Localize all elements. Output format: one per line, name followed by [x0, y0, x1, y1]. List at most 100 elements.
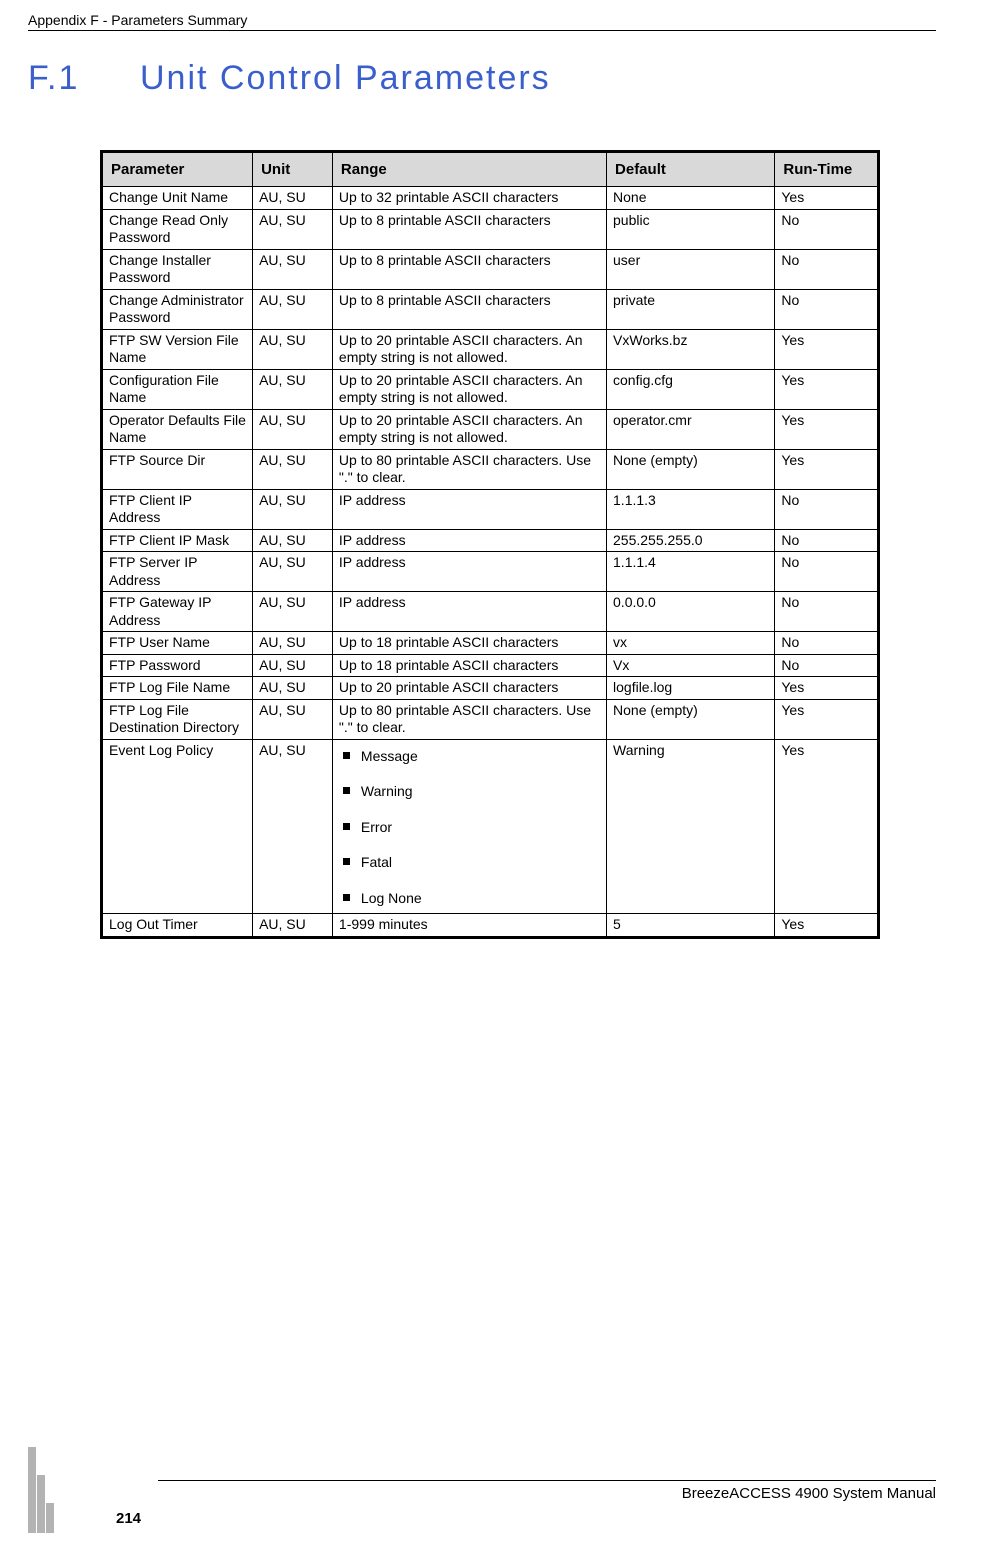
- cell-unit: AU, SU: [253, 449, 333, 489]
- cell-parameter: FTP Client IP Mask: [102, 529, 253, 552]
- range-option: Error: [361, 819, 600, 837]
- cell-parameter: Change Installer Password: [102, 249, 253, 289]
- section-title-text: Unit Control Parameters: [140, 59, 551, 97]
- table-header-row: Parameter Unit Range Default Run-Time: [102, 152, 879, 187]
- range-option: Message: [361, 748, 600, 766]
- footer-bars-icon: [28, 1447, 54, 1533]
- cell-default: private: [607, 289, 775, 329]
- cell-parameter: FTP SW Version File Name: [102, 329, 253, 369]
- cell-runtime: No: [775, 592, 879, 632]
- table-row: Change Read Only PasswordAU, SUUp to 8 p…: [102, 209, 879, 249]
- cell-range: 1-999 minutes: [332, 914, 606, 938]
- table-row: Change Unit NameAU, SUUp to 32 printable…: [102, 187, 879, 210]
- range-option-list: MessageWarningErrorFatalLog None: [339, 742, 600, 912]
- cell-default: VxWorks.bz: [607, 329, 775, 369]
- section-heading: F.1Unit Control Parameters: [28, 59, 936, 98]
- cell-parameter: Change Unit Name: [102, 187, 253, 210]
- header-appendix: Appendix F - Parameters Summary: [28, 12, 936, 28]
- cell-parameter: FTP Server IP Address: [102, 552, 253, 592]
- col-header-range: Range: [332, 152, 606, 187]
- table-row: Change Installer PasswordAU, SUUp to 8 p…: [102, 249, 879, 289]
- cell-range: IP address: [332, 592, 606, 632]
- cell-runtime: No: [775, 632, 879, 655]
- cell-range: Up to 20 printable ASCII characters: [332, 677, 606, 700]
- cell-unit: AU, SU: [253, 654, 333, 677]
- table-row: FTP Client IP MaskAU, SUIP address255.25…: [102, 529, 879, 552]
- cell-parameter: FTP Source Dir: [102, 449, 253, 489]
- cell-parameter: FTP User Name: [102, 632, 253, 655]
- cell-default: vx: [607, 632, 775, 655]
- table-row: Log Out TimerAU, SU1-999 minutes5Yes: [102, 914, 879, 938]
- cell-range: Up to 8 printable ASCII characters: [332, 289, 606, 329]
- cell-default: config.cfg: [607, 369, 775, 409]
- cell-runtime: No: [775, 249, 879, 289]
- cell-range: Up to 8 printable ASCII characters: [332, 249, 606, 289]
- cell-range: Up to 80 printable ASCII characters. Use…: [332, 449, 606, 489]
- table-row: Event Log PolicyAU, SUMessageWarningErro…: [102, 739, 879, 914]
- cell-runtime: Yes: [775, 369, 879, 409]
- cell-unit: AU, SU: [253, 409, 333, 449]
- table-row: FTP Server IP AddressAU, SUIP address1.1…: [102, 552, 879, 592]
- cell-range: Up to 8 printable ASCII characters: [332, 209, 606, 249]
- cell-runtime: Yes: [775, 914, 879, 938]
- cell-default: public: [607, 209, 775, 249]
- cell-default: 0.0.0.0: [607, 592, 775, 632]
- footer-manual-name: BreezeACCESS 4900 System Manual: [28, 1485, 936, 1502]
- cell-range: IP address: [332, 489, 606, 529]
- footer-rule: [158, 1480, 936, 1481]
- cell-parameter: Event Log Policy: [102, 739, 253, 914]
- cell-parameter: Change Administrator Password: [102, 289, 253, 329]
- cell-default: None: [607, 187, 775, 210]
- table-row: Change Administrator PasswordAU, SUUp to…: [102, 289, 879, 329]
- cell-runtime: Yes: [775, 677, 879, 700]
- cell-parameter: Configuration File Name: [102, 369, 253, 409]
- header-rule: [28, 30, 936, 31]
- col-header-unit: Unit: [253, 152, 333, 187]
- cell-default: logfile.log: [607, 677, 775, 700]
- table-row: FTP PasswordAU, SUUp to 18 printable ASC…: [102, 654, 879, 677]
- cell-parameter: FTP Password: [102, 654, 253, 677]
- cell-runtime: No: [775, 654, 879, 677]
- cell-unit: AU, SU: [253, 552, 333, 592]
- col-header-runtime: Run-Time: [775, 152, 879, 187]
- col-header-parameter: Parameter: [102, 152, 253, 187]
- cell-unit: AU, SU: [253, 632, 333, 655]
- cell-unit: AU, SU: [253, 249, 333, 289]
- cell-unit: AU, SU: [253, 329, 333, 369]
- table-row: Operator Defaults File NameAU, SUUp to 2…: [102, 409, 879, 449]
- parameters-table: Parameter Unit Range Default Run-Time Ch…: [100, 150, 880, 939]
- cell-parameter: Operator Defaults File Name: [102, 409, 253, 449]
- cell-runtime: No: [775, 529, 879, 552]
- cell-parameter: Log Out Timer: [102, 914, 253, 938]
- cell-range: Up to 20 printable ASCII characters. An …: [332, 329, 606, 369]
- cell-runtime: Yes: [775, 449, 879, 489]
- cell-runtime: Yes: [775, 187, 879, 210]
- cell-range: Up to 18 printable ASCII characters: [332, 654, 606, 677]
- cell-runtime: Yes: [775, 409, 879, 449]
- cell-default: None (empty): [607, 449, 775, 489]
- range-option: Log None: [361, 890, 600, 908]
- table-row: Configuration File NameAU, SUUp to 20 pr…: [102, 369, 879, 409]
- cell-range: Up to 20 printable ASCII characters. An …: [332, 409, 606, 449]
- cell-unit: AU, SU: [253, 739, 333, 914]
- cell-range: Up to 80 printable ASCII characters. Use…: [332, 699, 606, 739]
- cell-runtime: Yes: [775, 739, 879, 914]
- cell-runtime: No: [775, 209, 879, 249]
- cell-runtime: No: [775, 552, 879, 592]
- cell-default: None (empty): [607, 699, 775, 739]
- table-row: FTP Log File Destination DirectoryAU, SU…: [102, 699, 879, 739]
- cell-unit: AU, SU: [253, 677, 333, 700]
- cell-unit: AU, SU: [253, 289, 333, 329]
- cell-unit: AU, SU: [253, 529, 333, 552]
- cell-default: Warning: [607, 739, 775, 914]
- cell-unit: AU, SU: [253, 209, 333, 249]
- page-footer: BreezeACCESS 4900 System Manual 214: [28, 1480, 936, 1527]
- cell-default: 1.1.1.3: [607, 489, 775, 529]
- col-header-default: Default: [607, 152, 775, 187]
- cell-default: operator.cmr: [607, 409, 775, 449]
- cell-range: Up to 18 printable ASCII characters: [332, 632, 606, 655]
- cell-range: Up to 32 printable ASCII characters: [332, 187, 606, 210]
- cell-default: 5: [607, 914, 775, 938]
- table-row: FTP Log File NameAU, SUUp to 20 printabl…: [102, 677, 879, 700]
- cell-unit: AU, SU: [253, 369, 333, 409]
